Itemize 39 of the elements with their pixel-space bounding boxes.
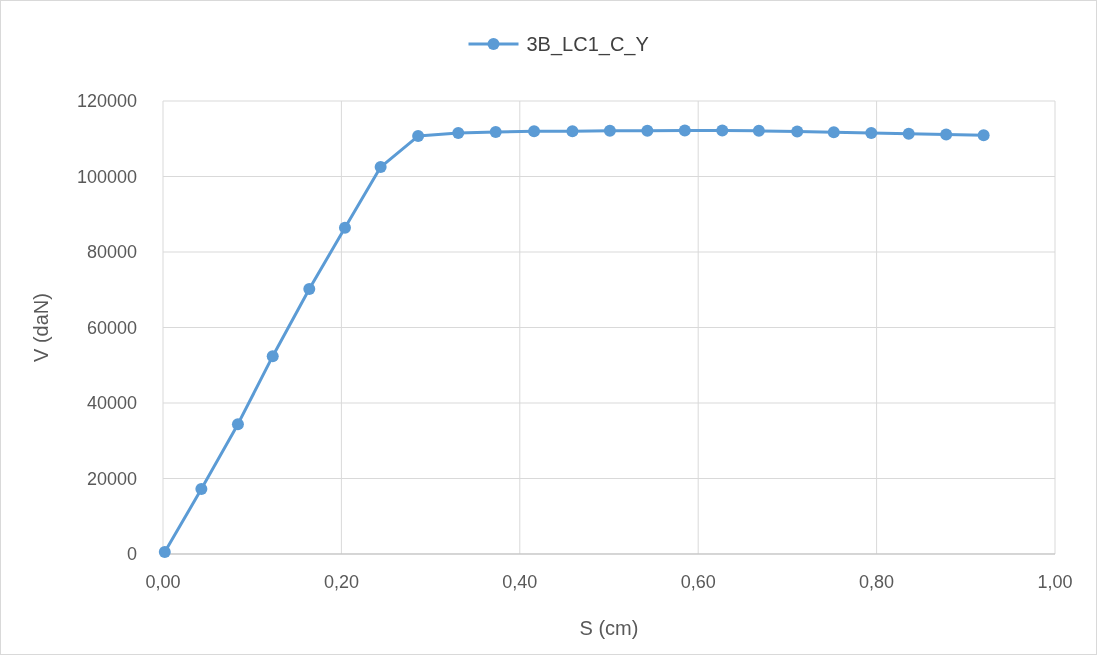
y-tick-label: 100000 bbox=[76, 166, 137, 187]
y-tick-label: 120000 bbox=[76, 91, 137, 111]
x-tick-label: 0,20 bbox=[323, 572, 359, 592]
point bbox=[641, 124, 654, 137]
x-tick-label: 0,00 bbox=[145, 572, 181, 592]
point bbox=[791, 125, 804, 138]
point bbox=[603, 124, 616, 137]
point bbox=[374, 161, 387, 174]
point bbox=[452, 127, 465, 140]
point bbox=[412, 130, 425, 143]
point bbox=[231, 418, 244, 431]
x-tick-label: 0,60 bbox=[680, 572, 716, 592]
y-tick-label: 80000 bbox=[86, 242, 137, 262]
y-tick-label: 40000 bbox=[86, 393, 137, 413]
point bbox=[827, 126, 840, 139]
point bbox=[528, 125, 541, 138]
x-axis-title: S (cm) bbox=[579, 617, 639, 639]
point bbox=[940, 128, 953, 141]
y-axis-title: V (daN) bbox=[30, 293, 52, 362]
point bbox=[902, 127, 915, 140]
point bbox=[303, 283, 316, 295]
point bbox=[566, 125, 579, 138]
point bbox=[338, 221, 351, 234]
y-tick-label: 0 bbox=[126, 544, 137, 564]
point bbox=[716, 124, 729, 137]
point bbox=[977, 129, 990, 142]
point bbox=[266, 350, 279, 363]
point bbox=[865, 127, 878, 140]
point bbox=[489, 125, 502, 138]
point bbox=[195, 483, 208, 496]
legend-label: 3B_LC1_C_Y bbox=[526, 33, 649, 56]
x-tick-label: 0,80 bbox=[859, 572, 895, 592]
x-tick-label: 0,40 bbox=[502, 572, 538, 592]
point bbox=[678, 124, 691, 137]
y-tick-label: 60000 bbox=[86, 317, 137, 338]
point bbox=[752, 124, 765, 137]
y-tick-label: 20000 bbox=[86, 468, 137, 489]
point bbox=[158, 546, 171, 559]
x-tick-label: 1,00 bbox=[1037, 572, 1073, 592]
